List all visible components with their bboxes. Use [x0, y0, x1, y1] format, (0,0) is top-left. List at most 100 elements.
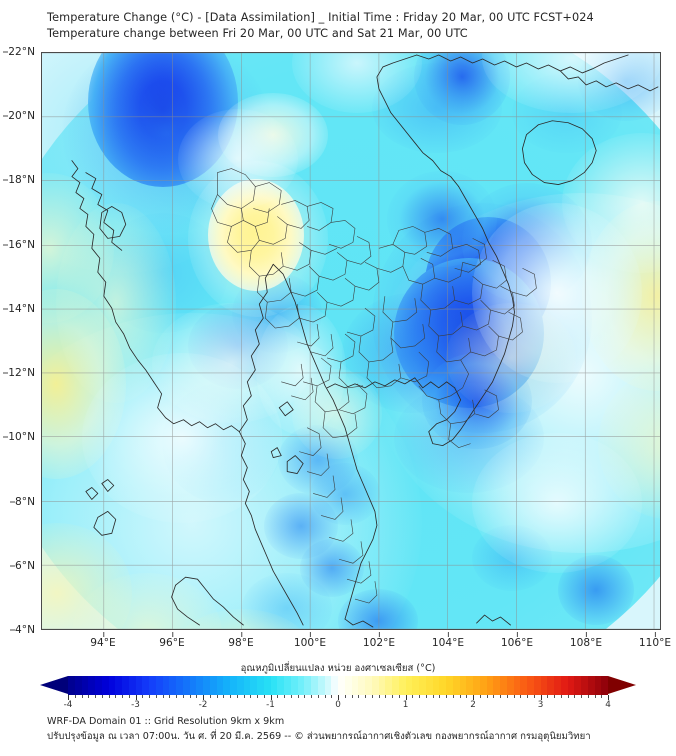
x-tick-label: 100°E — [294, 632, 326, 649]
colorbar-cell — [439, 676, 446, 695]
y-tick-label: 18°N — [3, 174, 35, 186]
colorbar-cell — [149, 676, 156, 695]
colorbar-cell — [81, 676, 89, 695]
colorbar-extend-low — [40, 676, 68, 694]
colorbar-tick-label: 4 — [605, 700, 611, 710]
colorbar-cell — [196, 676, 203, 695]
colorbar-tick — [297, 695, 299, 698]
colorbar-tick-label: 1 — [402, 700, 409, 710]
colorbar-cell — [182, 676, 190, 695]
colorbar-tick — [331, 695, 333, 698]
colorbar-tick — [344, 695, 346, 698]
y-tick-label: 22°N — [3, 46, 35, 58]
colorbar-tick — [547, 695, 549, 698]
colorbar-cell — [122, 676, 129, 695]
colorbar-tick — [149, 695, 150, 698]
colorbar-tick — [209, 695, 211, 698]
colorbar-tick-label: 2 — [470, 700, 476, 710]
colorbar-cell — [230, 676, 237, 695]
colorbar-cell — [169, 676, 176, 695]
colorbar-cell — [270, 676, 278, 695]
colorbar-tick — [162, 695, 164, 698]
colorbar-tick — [412, 695, 414, 698]
colorbar-cell — [419, 676, 426, 695]
colorbar-label: อุณหภูมิเปลี่ยนแปลง หน่วย องศาเซลเซียส (… — [240, 663, 436, 674]
colorbar-cell — [95, 676, 102, 695]
y-tick-label: 20°N — [3, 110, 35, 122]
plot-frame — [41, 52, 661, 630]
colorbar-cell — [412, 676, 419, 695]
colorbar-tick — [257, 695, 258, 698]
y-tick-label: 6°N — [10, 560, 35, 572]
colorbar-cell — [108, 676, 116, 695]
colorbar-tick — [608, 695, 609, 700]
colorbar-tick — [230, 695, 231, 698]
colorbar-tick — [263, 695, 265, 698]
colorbar-extend-high — [608, 676, 636, 694]
colorbar: -4 -3 -2 -1 0 1 2 3 4 — [40, 676, 636, 710]
colorbar-tick — [432, 695, 434, 698]
colorbar-cell — [358, 676, 365, 695]
colorbar-tick — [581, 695, 582, 698]
colorbar-cell — [74, 676, 82, 695]
x-tick-label: 96°E — [159, 632, 185, 649]
colorbar-tick — [466, 695, 468, 698]
y-tick-label: 14°N — [3, 303, 35, 315]
colorbar-cell — [277, 676, 284, 695]
colorbar-tick — [95, 695, 96, 698]
colorbar-tick — [338, 695, 339, 700]
colorbar-cell — [115, 676, 122, 695]
colorbar-cell — [378, 676, 386, 695]
colorbar-tick — [203, 695, 204, 700]
colorbar-cell — [223, 676, 230, 695]
colorbar-tick — [513, 695, 515, 698]
colorbar-cell — [513, 676, 521, 695]
colorbar-cell — [554, 676, 561, 695]
colorbar-tick — [135, 695, 137, 700]
colorbar-tick — [108, 695, 110, 698]
colorbar-tick — [567, 695, 569, 698]
colorbar-cell — [392, 676, 399, 695]
colorbar-cell — [506, 676, 514, 695]
colorbar-tick — [169, 695, 171, 698]
colorbar-cell — [351, 676, 359, 695]
colorbar-tick — [527, 695, 528, 698]
colorbar-cell — [425, 676, 433, 695]
colorbar-cell — [371, 676, 379, 695]
colorbar-tick — [216, 695, 218, 698]
colorbar-cell — [567, 676, 575, 695]
colorbar-cell — [304, 676, 311, 695]
colorbar-tick — [351, 695, 353, 698]
colorbar-tick — [284, 695, 285, 698]
colorbar-cell — [486, 676, 494, 695]
x-tick-label: 110°E — [639, 632, 671, 649]
colorbar-cell — [297, 676, 305, 695]
colorbar-tick — [493, 695, 495, 698]
colorbar-cell — [290, 676, 298, 695]
colorbar-cell — [68, 676, 75, 695]
colorbar-tick — [311, 695, 312, 698]
colorbar-cell — [203, 676, 210, 695]
colorbar-tick — [520, 695, 522, 698]
colorbar-cell — [331, 676, 338, 695]
colorbar-tick-label: -2 — [198, 700, 208, 710]
colorbar-tick — [452, 695, 454, 698]
colorbar-cell — [365, 676, 372, 695]
colorbar-tick — [128, 695, 130, 698]
colorbar-cell — [520, 676, 527, 695]
colorbar-tick — [392, 695, 393, 698]
gridlines — [42, 53, 660, 629]
colorbar-cell — [473, 676, 480, 695]
colorbar-cell — [547, 676, 554, 695]
colorbar-tick — [74, 695, 76, 698]
colorbar-cell — [324, 676, 332, 695]
y-tick-label: 10°N — [3, 431, 35, 443]
colorbar-cell — [601, 676, 608, 695]
colorbar-tick — [533, 695, 535, 698]
colorbar-cell — [459, 676, 467, 695]
colorbar-cell — [405, 676, 413, 695]
colorbar-cell — [500, 676, 507, 695]
colorbar-cell — [128, 676, 136, 695]
footer-line-credit: ปรับปรุงข้อมูล ณ เวลา 07:00น. วัน ศ. ที่… — [47, 731, 591, 742]
colorbar-tick — [243, 695, 245, 698]
